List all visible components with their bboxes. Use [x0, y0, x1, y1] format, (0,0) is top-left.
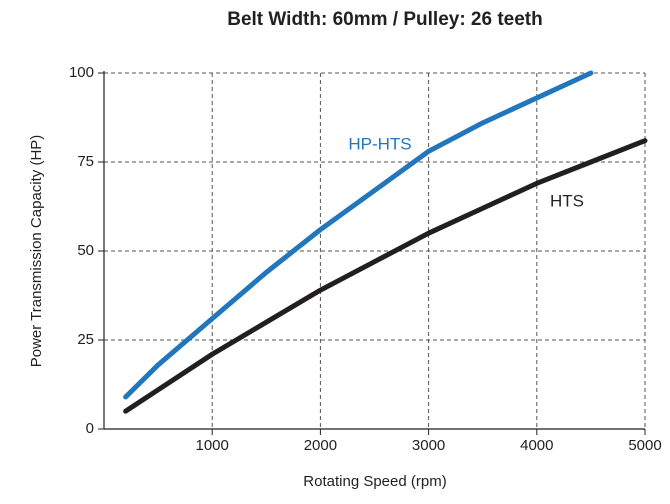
y-tick-label: 50 — [77, 242, 94, 259]
x-tick-label: 2000 — [304, 437, 337, 454]
series-label: HTS — [550, 191, 584, 210]
y-axis-label: Power Transmission Capacity (HP) — [28, 135, 45, 368]
x-tick-label: 5000 — [628, 437, 661, 454]
y-tick-label: 75 — [77, 153, 94, 170]
series-label: HP-HTS — [348, 134, 411, 153]
x-axis-label: Rotating Speed (rpm) — [303, 473, 446, 490]
x-tick-label: 3000 — [412, 437, 445, 454]
y-tick-label: 100 — [69, 64, 94, 81]
series-line — [123, 70, 594, 400]
chart-title: Belt Width: 60mm / Pulley: 26 teeth — [227, 9, 543, 30]
x-tick-label: 1000 — [196, 437, 229, 454]
series-line — [123, 138, 648, 414]
x-tick-label: 4000 — [520, 437, 553, 454]
y-tick-label: 0 — [86, 420, 94, 437]
y-tick-label: 25 — [77, 331, 94, 348]
